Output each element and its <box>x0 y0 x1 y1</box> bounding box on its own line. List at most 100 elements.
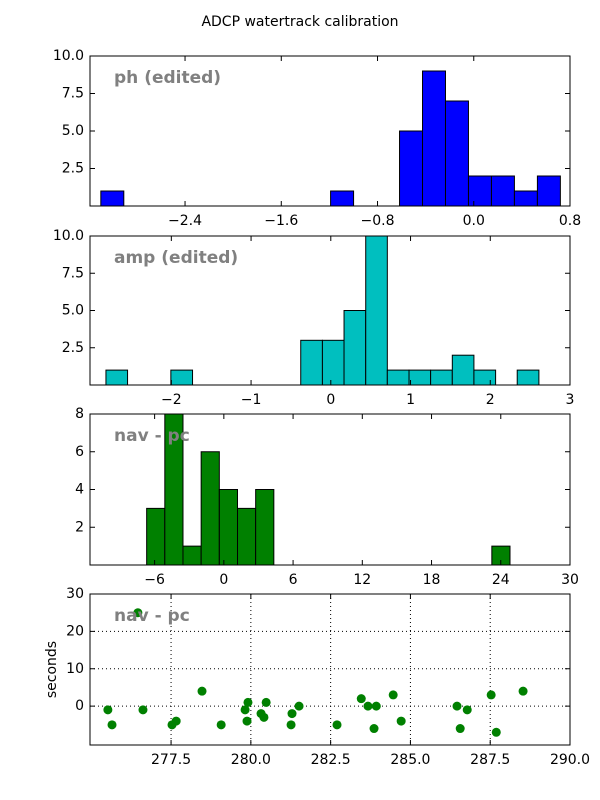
bar <box>473 369 497 386</box>
bar <box>422 70 446 207</box>
point <box>369 724 379 734</box>
y-tick-label: 4 <box>75 482 84 498</box>
point <box>171 716 181 726</box>
point <box>396 716 406 726</box>
y-tick-label: 20 <box>66 623 84 639</box>
bar <box>408 369 432 386</box>
point <box>462 705 472 715</box>
x-tick-label: 0.0 <box>463 213 485 229</box>
y-tick-label: 5.0 <box>62 123 84 139</box>
x-tick-label: −2.4 <box>168 213 202 229</box>
point <box>356 694 366 704</box>
bar <box>321 339 345 386</box>
bar <box>399 130 424 207</box>
bar <box>516 369 540 386</box>
point <box>455 724 465 734</box>
y-tick-label: 2 <box>75 519 84 535</box>
x-tick-label: 3 <box>566 392 575 408</box>
x-tick-label: 280.0 <box>231 752 271 768</box>
point <box>133 608 143 618</box>
bar <box>182 545 202 566</box>
point <box>363 701 373 711</box>
bar <box>430 369 453 386</box>
point <box>491 727 501 737</box>
x-tick-label: −1 <box>241 392 262 408</box>
x-tick-label: 30 <box>561 572 579 588</box>
x-tick-label: 2 <box>486 392 495 408</box>
point <box>287 709 297 719</box>
y-axis-label: seconds <box>44 641 60 698</box>
annotation: nav - pc <box>114 426 190 446</box>
x-tick-label: 277.5 <box>151 752 191 768</box>
point <box>240 705 250 715</box>
bar <box>536 175 561 207</box>
point <box>286 720 296 730</box>
x-tick-label: 6 <box>289 572 298 588</box>
point <box>294 701 304 711</box>
point <box>197 686 207 696</box>
point <box>388 690 398 700</box>
x-tick-label: 12 <box>353 572 371 588</box>
y-tick-label: 0 <box>75 698 84 714</box>
x-tick-label: −0.8 <box>361 213 395 229</box>
bar <box>386 369 410 386</box>
annotation: amp (edited) <box>114 248 238 268</box>
y-tick-label: 2.5 <box>62 340 84 356</box>
bar <box>100 190 125 207</box>
y-tick-label: 10 <box>66 661 84 677</box>
point <box>216 720 226 730</box>
x-tick-label: −6 <box>144 572 165 588</box>
bar <box>451 354 475 386</box>
x-tick-label: 0 <box>326 392 335 408</box>
y-tick-label: 8 <box>75 406 84 422</box>
point <box>103 705 113 715</box>
point <box>107 720 117 730</box>
y-tick-label: 2.5 <box>62 161 84 177</box>
bar <box>467 175 492 207</box>
x-tick-label: 1 <box>406 392 415 408</box>
x-tick-label: 18 <box>423 572 441 588</box>
point <box>138 705 148 715</box>
point <box>486 690 496 700</box>
bar <box>490 175 515 207</box>
bar <box>236 507 257 566</box>
bar <box>170 369 194 386</box>
y-tick-label: 10.0 <box>53 228 84 244</box>
point <box>452 701 462 711</box>
y-tick-label: 6 <box>75 444 84 460</box>
annotation: nav - pc <box>114 606 190 626</box>
y-tick-label: 5.0 <box>62 303 84 319</box>
bar <box>300 339 323 386</box>
bar <box>330 190 355 207</box>
x-tick-label: 290.0 <box>550 752 590 768</box>
x-tick-label: −2 <box>161 392 182 408</box>
figure-title: ADCP watertrack calibration <box>201 14 398 30</box>
x-tick-label: 0.8 <box>559 213 581 229</box>
point <box>518 686 528 696</box>
bar <box>146 507 166 566</box>
bar <box>513 190 538 207</box>
x-tick-label: 285.0 <box>390 752 430 768</box>
point <box>243 697 253 707</box>
y-tick-label: 30 <box>66 586 84 602</box>
bar <box>200 451 220 566</box>
x-tick-label: 0 <box>219 572 228 588</box>
y-tick-label: 7.5 <box>62 86 84 102</box>
x-tick-label: 282.5 <box>311 752 351 768</box>
bar <box>218 489 238 566</box>
axes-frame <box>89 593 571 746</box>
bar <box>343 310 367 386</box>
x-tick-label: −1.6 <box>264 213 298 229</box>
y-tick-label: 10.0 <box>53 48 84 64</box>
bar <box>365 235 388 386</box>
bar <box>444 100 469 207</box>
point <box>332 720 342 730</box>
annotation: ph (edited) <box>114 68 221 88</box>
point <box>242 716 252 726</box>
x-tick-label: 24 <box>492 572 510 588</box>
point <box>261 697 271 707</box>
point <box>259 712 269 722</box>
